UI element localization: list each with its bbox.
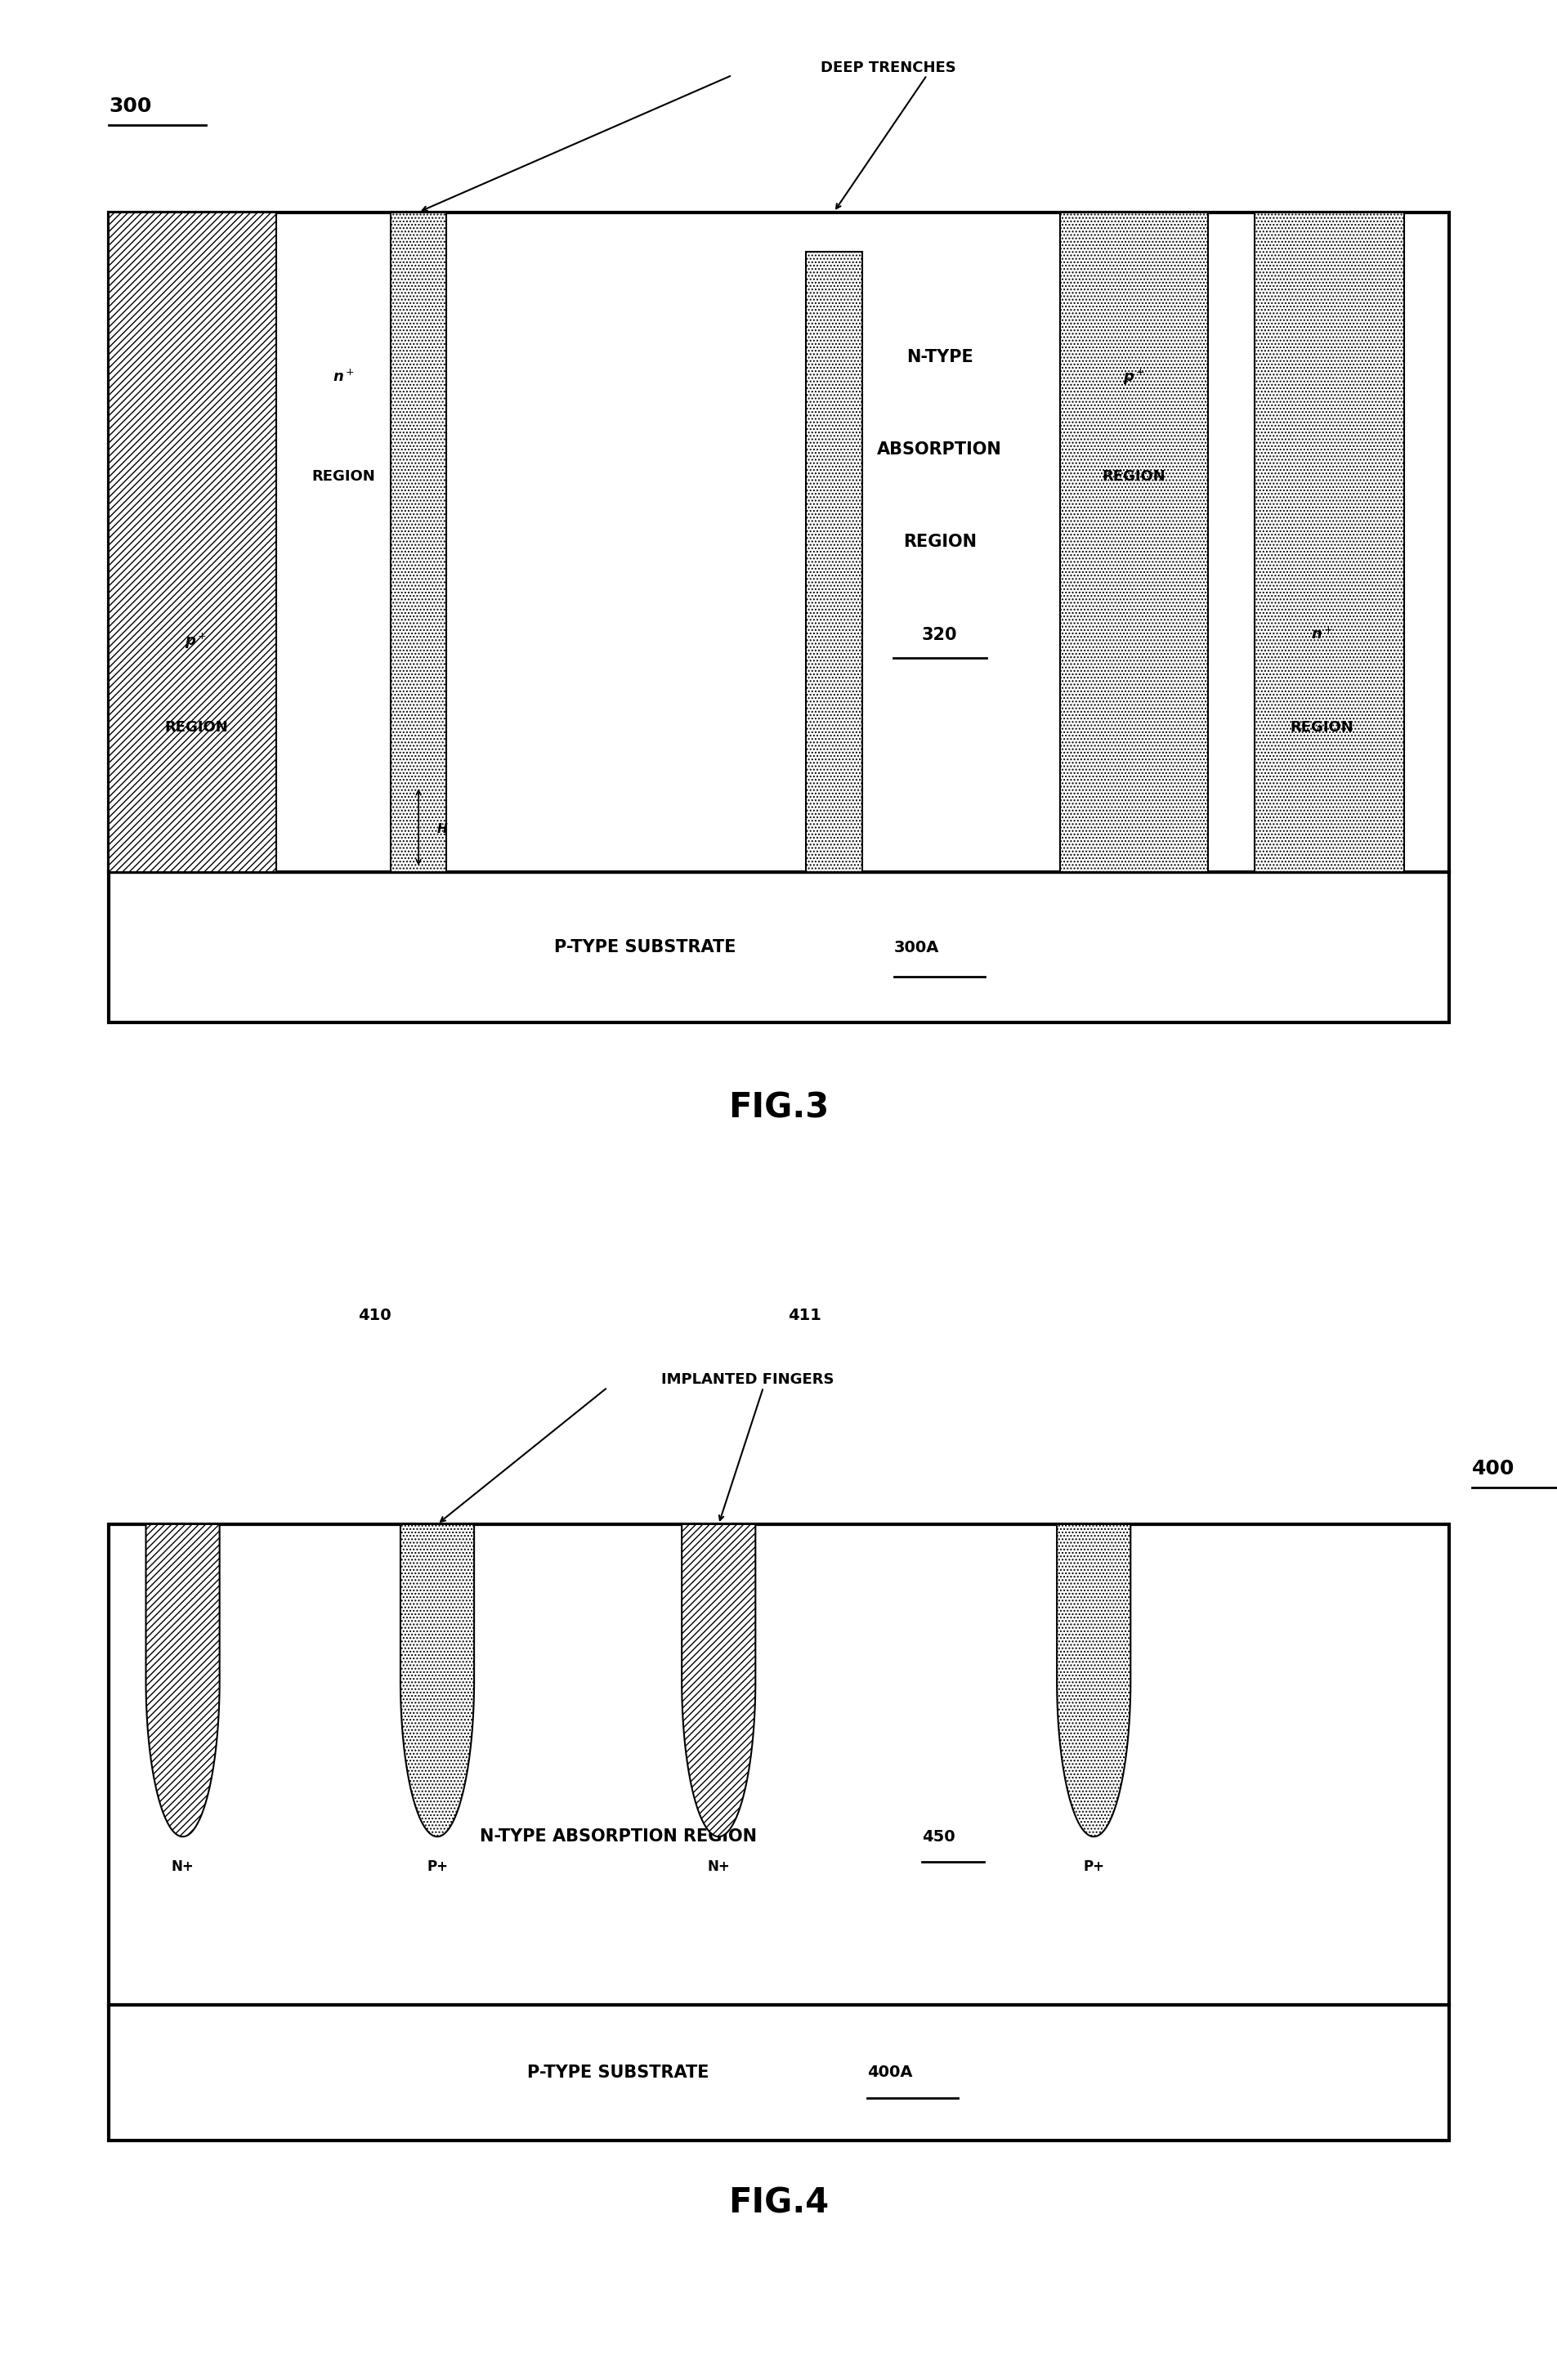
Bar xyxy=(805,252,861,873)
Text: REGION: REGION xyxy=(165,719,227,735)
Polygon shape xyxy=(146,1523,220,1837)
Text: p$^+$: p$^+$ xyxy=(1123,367,1144,386)
Text: 400: 400 xyxy=(1471,1459,1513,1478)
Text: P+: P+ xyxy=(1082,1859,1104,1873)
Text: IMPLANTED FINGERS: IMPLANTED FINGERS xyxy=(662,1373,833,1388)
Text: ABSORPTION: ABSORPTION xyxy=(877,443,1001,457)
Bar xyxy=(1060,212,1207,873)
Text: P-TYPE SUBSTRATE: P-TYPE SUBSTRATE xyxy=(554,940,735,954)
Text: N+: N+ xyxy=(707,1859,730,1873)
Polygon shape xyxy=(682,1523,755,1837)
Text: 300A: 300A xyxy=(894,940,939,954)
Text: 410: 410 xyxy=(358,1309,391,1323)
Text: 411: 411 xyxy=(788,1309,821,1323)
Bar xyxy=(109,873,1448,1021)
Text: FIG.4: FIG.4 xyxy=(729,2185,828,2221)
Text: FIG.3: FIG.3 xyxy=(729,1090,828,1126)
Text: N-TYPE ABSORPTION REGION: N-TYPE ABSORPTION REGION xyxy=(480,1828,757,1844)
Bar xyxy=(109,1523,1448,2004)
Polygon shape xyxy=(1056,1523,1130,1837)
Text: n$^+$: n$^+$ xyxy=(332,369,355,386)
Text: N+: N+ xyxy=(171,1859,195,1873)
Text: P+: P+ xyxy=(427,1859,448,1873)
Bar xyxy=(391,212,447,873)
Text: DEEP TRENCHES: DEEP TRENCHES xyxy=(821,59,954,76)
Text: 450: 450 xyxy=(922,1828,954,1844)
Polygon shape xyxy=(400,1523,473,1837)
Text: 320: 320 xyxy=(922,626,958,643)
Bar xyxy=(109,212,276,873)
Text: 300: 300 xyxy=(109,98,151,117)
Text: REGION: REGION xyxy=(903,533,976,550)
Text: 400A: 400A xyxy=(867,2066,912,2080)
Text: REGION: REGION xyxy=(1289,719,1353,735)
Text: REGION: REGION xyxy=(1102,469,1165,483)
Bar xyxy=(109,2004,1448,2140)
Text: REGION: REGION xyxy=(311,469,375,483)
Bar xyxy=(1253,212,1404,873)
Text: N-TYPE: N-TYPE xyxy=(906,350,973,367)
Text: H: H xyxy=(438,823,447,835)
Bar xyxy=(109,212,1448,873)
Text: n$^+$: n$^+$ xyxy=(1309,626,1331,643)
Text: p$^+$: p$^+$ xyxy=(185,631,207,650)
Text: P-TYPE SUBSTRATE: P-TYPE SUBSTRATE xyxy=(526,2063,708,2080)
